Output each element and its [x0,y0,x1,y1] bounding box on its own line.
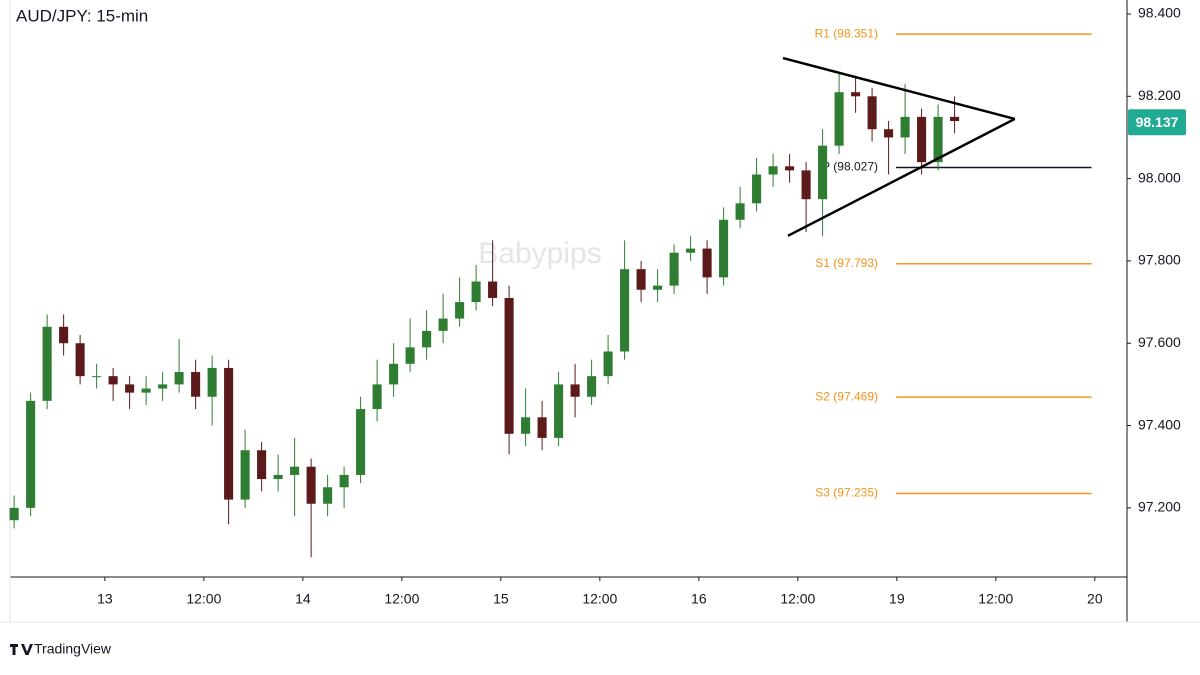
candle-body [669,252,679,286]
candle-body [900,116,910,138]
x-tick-label: 12:00 [186,591,221,607]
pivot-label: S2 (97.469) [815,389,878,403]
candle-body [356,409,366,475]
last-price-box [1128,109,1186,136]
candle-body [884,129,894,138]
y-tick-label: 97.400 [1138,416,1181,432]
candle-body [306,466,316,504]
candle-body [603,351,613,377]
candle-body [422,330,432,348]
candle-body [273,474,283,480]
candle-body [389,363,399,385]
candle-body [933,116,943,163]
candles [9,71,960,558]
candle-body [801,170,811,200]
x-tick-label: 19 [889,591,905,607]
logo-icon [10,644,33,655]
candle-body [587,376,597,397]
candle-body [257,450,267,480]
candle-body [290,466,300,475]
x-tick-label: 12:00 [582,591,617,607]
candle-body [59,326,69,344]
candle-body [339,474,349,488]
x-tick-label: 15 [493,591,509,607]
candle-body [174,372,184,385]
candle-body [438,318,448,331]
y-tick-label: 97.600 [1138,334,1181,350]
chart-title: AUD/JPY: 15-min [16,6,148,25]
candle-body [125,384,135,393]
candle-body [108,376,118,385]
candle-body [455,302,465,319]
candle-body [488,281,498,298]
candle-body [719,219,729,278]
candle-body [570,384,580,397]
candle-body [768,166,778,175]
candle-body [851,92,861,97]
candle-body [950,116,960,121]
candle-body [735,203,745,220]
candle-body [504,297,514,434]
candle-body [240,450,250,500]
y-tick-label: 98.000 [1138,169,1181,185]
candle-body [785,166,795,171]
candle-body [323,487,333,504]
candle-body [191,372,201,397]
brand-name: TradingView [34,641,112,657]
last-price-label: 98.137 [1136,114,1179,130]
candle-body [92,376,102,378]
y-tick-label: 98.200 [1138,87,1181,103]
candle-body [702,248,712,278]
candle-body [26,400,36,508]
candle-body [471,281,481,303]
candle-body [752,174,762,204]
pivot-label: S3 (97.235) [815,486,878,500]
pivot-label: R1 (98.351) [815,26,878,40]
y-tick-label: 97.200 [1138,499,1181,515]
candle-body [620,269,630,352]
pivot-label: P (98.027) [822,160,878,174]
x-tick-label: 12:00 [780,591,815,607]
candle-body [75,343,85,377]
candle-body [42,326,52,401]
pivot-label: S1 (97.793) [815,256,878,270]
candle-body [636,269,646,290]
candle-body [653,285,663,290]
candle-body [554,384,564,438]
candle-body [207,367,217,397]
x-tick-label: 12:00 [978,591,1013,607]
candle-body [818,145,828,200]
y-tick-label: 97.800 [1138,252,1181,268]
watermark: Babypips [478,237,601,270]
candle-body [224,367,234,500]
candle-body [834,92,844,146]
candle-body [686,248,696,253]
x-tick-label: 13 [97,591,113,607]
trendline [787,117,1016,237]
x-tick-label: 14 [295,591,311,607]
y-tick-label: 98.400 [1138,5,1181,21]
candle-body [372,384,382,410]
candle-body [158,384,168,389]
x-tick-label: 16 [691,591,707,607]
x-tick-label: 12:00 [384,591,419,607]
brand-logo [10,644,33,655]
candle-body [917,116,927,163]
trendline [782,56,1016,121]
candle-body [141,388,151,393]
candle-body [521,417,531,434]
candle-body [867,96,877,130]
x-tick-label: 20 [1087,591,1103,607]
candle-body [405,347,415,364]
candle-body [9,507,19,521]
candle-body [537,417,547,438]
